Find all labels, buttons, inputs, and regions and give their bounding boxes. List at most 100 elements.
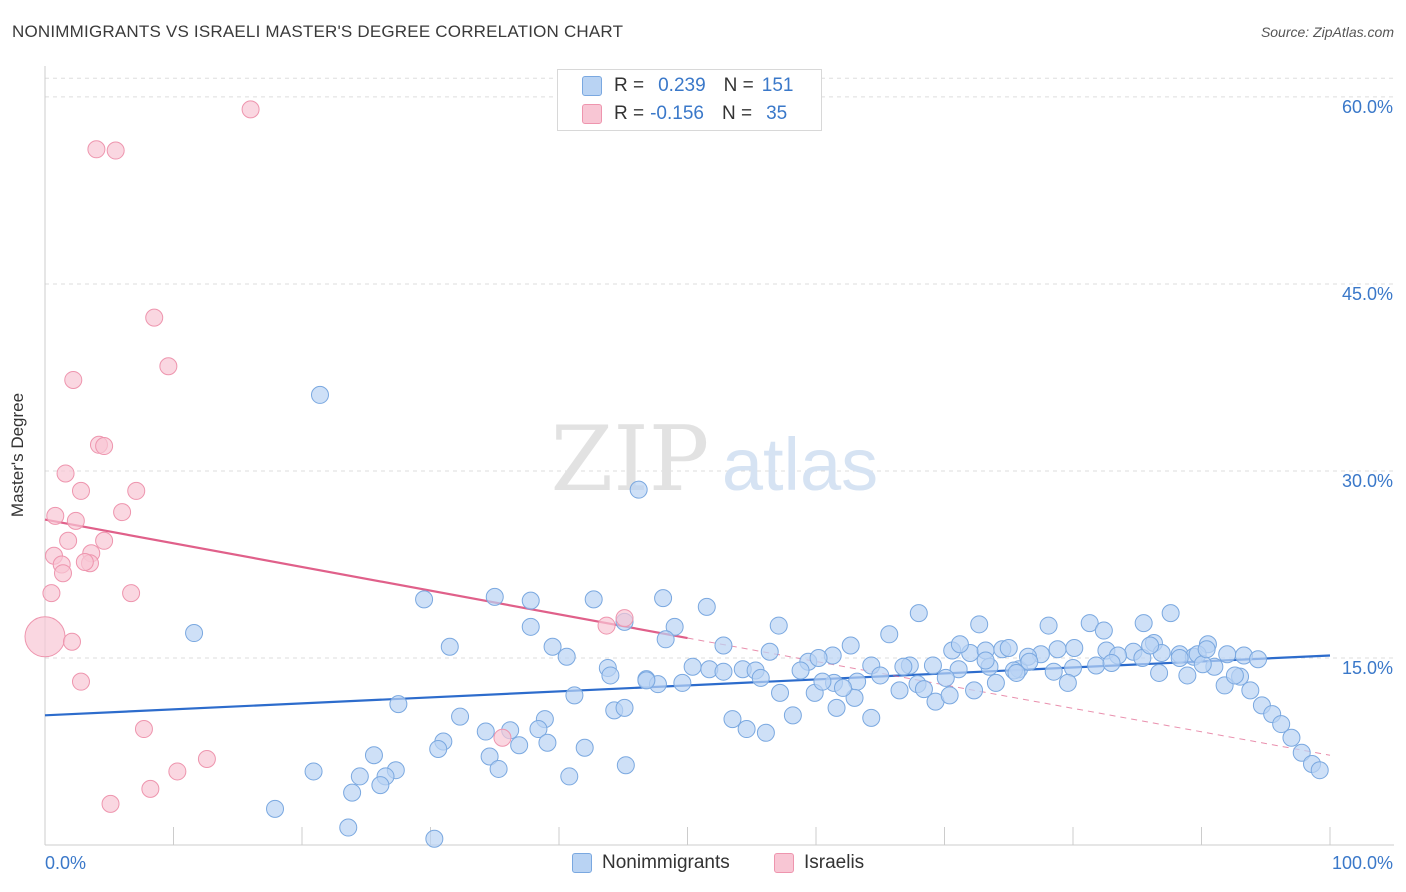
israeli-point [493,728,512,747]
x-tick-label-max: 100.0% [1332,853,1393,873]
grid-layer [45,77,1394,659]
israeli-point [197,749,216,768]
correlation-legend: R = 0.239 N = 151 R = -0.156 N = 35 [557,69,822,131]
nonimmigrant-point [185,624,204,643]
series-legend-nonimmigrants[interactable]: Nonimmigrants [572,852,730,874]
nonimmigrant-point [1310,761,1329,780]
israeli-point [66,511,85,530]
israelis-trendline [44,518,688,640]
nonimmigrant-point [266,799,285,818]
israeli-point [75,552,94,571]
nonimmigrant-point [1065,639,1084,658]
legend-r-value: -0.156 [650,103,704,124]
nonimmigrant-point [714,662,733,681]
nonimmigrant-point [1102,653,1121,672]
nonimmigrant-point [880,625,899,644]
legend-n-value: 35 [766,103,788,124]
nonimmigrant-point [914,680,933,699]
nonimmigrant-point [769,616,788,635]
series-swatch-pink [774,853,794,873]
israeli-point [122,584,141,603]
nonimmigrant-point [923,656,942,675]
nonimmigrant-point [364,746,383,765]
nonimmigrant-point [1282,728,1301,747]
y-tick-label: 15.0% [1342,658,1393,678]
nonimmigrant-point [737,720,756,739]
nonimmigrant-point [1087,656,1106,675]
nonimmigrant-point [489,759,508,778]
israeli-point [145,308,164,327]
nonimmigrant-point [485,587,504,606]
israeli-point [615,609,634,628]
nonimmigrant-point [813,672,832,691]
nonimmigrant-point [827,698,846,717]
nonimmigrant-point [575,738,594,757]
nonimmigrant-point [543,637,562,656]
israeli-point [113,503,132,522]
israeli-point [95,531,114,550]
series-legend: Nonimmigrants Israelis [0,852,1406,878]
nonimmigrant-point [1080,614,1099,633]
watermark-atlas: atlas [722,423,878,506]
nonimmigrant-point [1044,662,1063,681]
nonimmigrant-point [538,733,557,752]
israeli-point [134,720,153,739]
nonimmigrant-point [371,776,390,795]
nonimmigrant-point [1197,640,1216,659]
israeli-point [241,100,260,119]
israeli-point [141,779,160,798]
legend-r-label: R = [614,103,645,124]
israeli-point [64,370,83,389]
nonimmigrant-point [697,597,716,616]
nonimmigrant-point [1007,663,1026,682]
nonimmigrant-point [1170,648,1189,667]
nonimmigrant-point [999,639,1018,658]
nonimmigrant-point [1094,621,1113,640]
nonimmigrant-point [1058,673,1077,692]
legend-n-label: N = [721,103,753,124]
nonimmigrant-point [862,708,881,727]
nonimmigrant-point [791,661,810,680]
israeli-point [168,762,187,781]
nonimmigrant-point [976,651,995,670]
nonimmigrant-point [565,686,584,705]
legend-n-value: 151 [761,75,794,96]
nonimmigrant-point [760,642,779,661]
nonimmigrant-point [1193,655,1212,674]
israeli-point [53,564,72,583]
x-tick-label-min: 0.0% [45,853,86,873]
legend-swatch-pink [582,104,602,124]
nonimmigrant-point [601,666,620,685]
legend-swatch-blue [582,76,602,96]
legend-r-value: 0.239 [658,75,706,96]
nonimmigrant-point [751,668,770,687]
series-legend-israelis[interactable]: Israelis [774,852,864,874]
nonimmigrant-point [339,818,358,837]
nonimmigrant-point [521,617,540,636]
nonimmigrant-point [480,747,499,766]
israeli-point [597,616,616,635]
series-label: Nonimmigrants [602,852,730,873]
legend-row-israelis: R = -0.156 N = 35 [582,101,787,127]
israeli-point [106,141,125,160]
nonimmigrant-point [425,829,444,848]
nonimmigrant-point [1150,663,1169,682]
nonimmigrant-point [637,671,656,690]
legend-n-label: N = [723,75,754,96]
nonimmigrant-point [1134,614,1153,633]
nonimmigrant-point [756,723,775,742]
israeli-point [87,140,106,159]
nonimmigrant-point [529,720,548,739]
nonimmigrant-point [310,385,329,404]
israeli-point [71,481,90,500]
nonimmigrant-point [1249,650,1268,669]
nonimmigrant-point [304,762,323,781]
legend-row-nonimmigrants: R = 0.239 N = 151 [582,73,793,99]
nonimmigrant-point [350,767,369,786]
legend-r-label: R = [614,75,645,96]
y-tick-label: 60.0% [1342,97,1393,117]
nonimmigrant-point [415,590,434,609]
israelis-trendline-extension [687,637,1331,756]
nonimmigrant-point [560,767,579,786]
points-layer [24,100,1329,848]
